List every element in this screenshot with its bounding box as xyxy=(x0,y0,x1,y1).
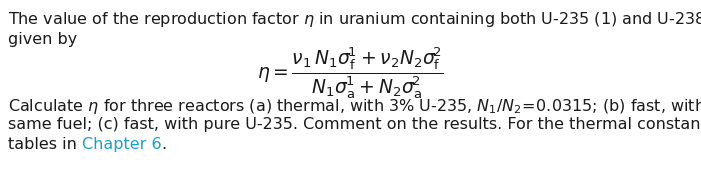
Text: The value of the reproduction factor $\eta$ in uranium containing both U-235 (1): The value of the reproduction factor $\e… xyxy=(8,10,701,29)
Text: Calculate $\eta$ for three reactors (a) thermal, with 3% U-235, $N_1/N_2\!=\!0.0: Calculate $\eta$ for three reactors (a) … xyxy=(8,97,701,116)
Text: given by: given by xyxy=(8,32,77,47)
Text: tables in: tables in xyxy=(8,137,82,152)
Text: same fuel; (c) fast, with pure U-235. Comment on the results. For the thermal co: same fuel; (c) fast, with pure U-235. Co… xyxy=(8,117,701,132)
Text: $\eta = \dfrac{\nu_1\,N_1\sigma_{\mathrm{f}}^{\!1} + \nu_2 N_2\sigma_{\mathrm{f}: $\eta = \dfrac{\nu_1\,N_1\sigma_{\mathrm… xyxy=(257,45,443,101)
Text: .: . xyxy=(162,137,167,152)
Text: Chapter 6: Chapter 6 xyxy=(82,137,162,152)
